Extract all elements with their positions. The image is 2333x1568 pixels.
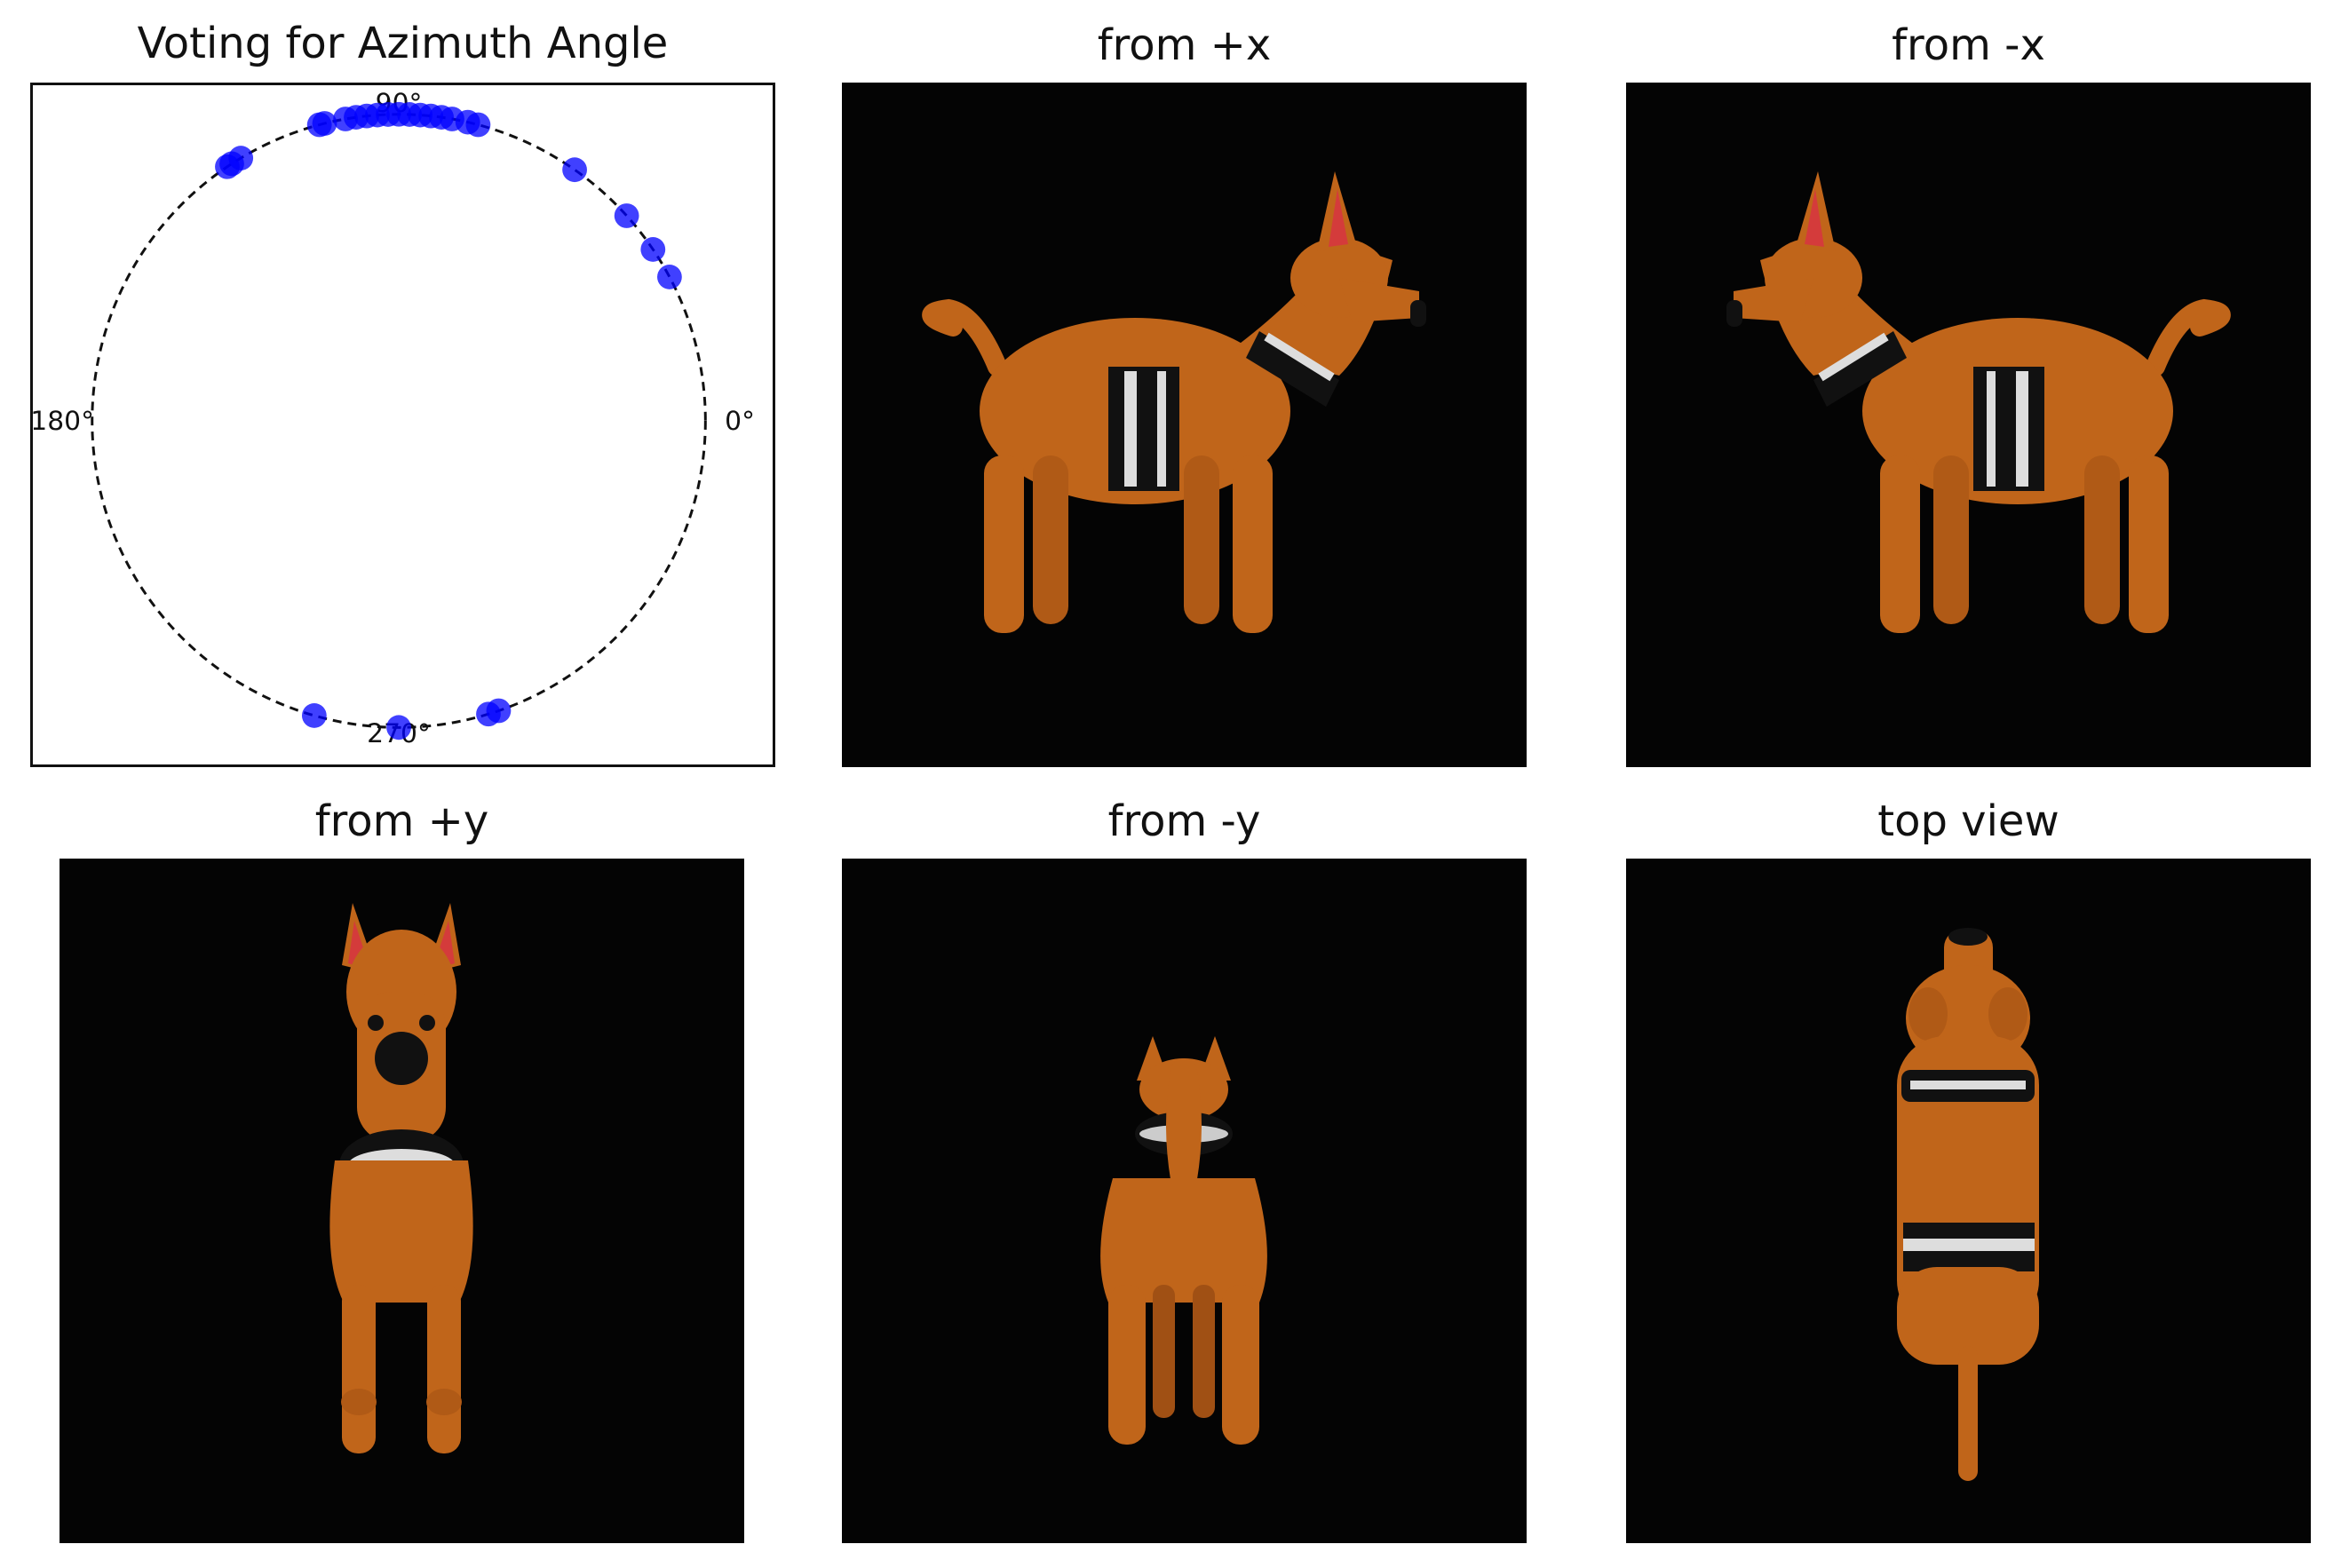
vote-point (386, 715, 411, 740)
polar-svg: 0° 90° 180° 270° (30, 88, 755, 749)
tick-label-0: 0° (725, 406, 755, 437)
vote-point (614, 203, 639, 228)
vote-point (215, 154, 240, 179)
vote-point (640, 237, 666, 262)
vote-point (486, 698, 512, 724)
panel-title: from -x (1892, 20, 2045, 70)
vote-points (215, 101, 682, 740)
vote-point (306, 112, 332, 138)
panel-title: from +y (314, 796, 489, 846)
dog-top-image (1626, 859, 2311, 1543)
dog-rear-image (842, 859, 1527, 1543)
vote-point (301, 703, 327, 728)
panel-from-plus-x: from +x (842, 20, 1527, 767)
vote-point (562, 157, 587, 183)
panel-title: from +x (1097, 20, 1272, 70)
tick-label-180: 180° (30, 406, 94, 437)
azimuth-chart-title: Voting for Azimuth Angle (137, 19, 669, 68)
panel-from-minus-y: from -y (842, 796, 1527, 1543)
panel-title: from -y (1107, 796, 1261, 846)
azimuth-chart-panel: Voting for Azimuth Angle (30, 19, 775, 767)
vote-point (657, 265, 682, 289)
panel-title: top view (1877, 796, 2059, 846)
dog-side-right-image (842, 83, 1527, 767)
panel-from-plus-y: from +y (60, 796, 744, 1543)
panel-top-view: top view (1626, 796, 2311, 1543)
dog-side-left-image (1626, 83, 2311, 767)
azimuth-polar-plot: 0° 90° 180° 270° (30, 83, 775, 767)
dog-front-image (60, 859, 744, 1543)
panel-from-minus-x: from -x (1626, 20, 2311, 767)
vote-point (333, 107, 358, 131)
polar-circle (91, 113, 707, 729)
